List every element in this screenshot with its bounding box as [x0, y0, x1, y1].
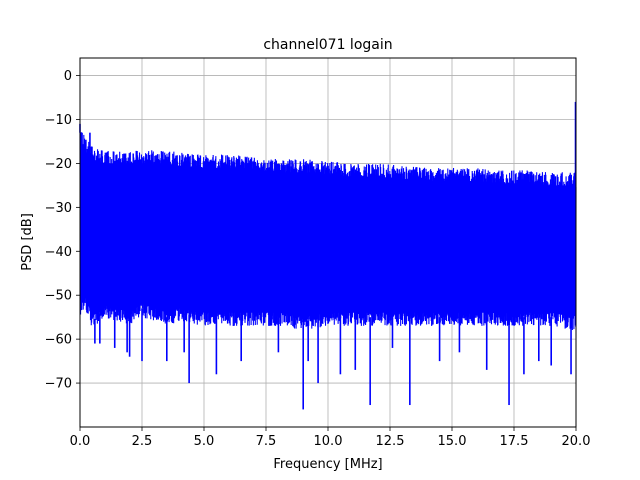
y-tick-label: −50 [45, 289, 72, 304]
y-tick-label: −60 [45, 333, 72, 348]
y-tick-label: 0 [64, 69, 72, 84]
x-tick-label: 17.5 [500, 434, 529, 449]
x-tick-label: 0.0 [70, 434, 91, 449]
x-tick-label: 15.0 [438, 434, 467, 449]
y-axis-label: PSD [dB] [20, 213, 35, 271]
y-tick-label: −30 [45, 201, 72, 216]
x-axis: 0.0 2.5 5.0 7.5 10.0 12.5 15.0 17.5 20.0 [70, 427, 591, 449]
y-tick-label: −10 [45, 113, 72, 128]
psd-trace-body [80, 137, 574, 318]
x-tick-label: 7.5 [256, 434, 277, 449]
x-tick-label: 10.0 [314, 434, 343, 449]
x-axis-label: Frequency [MHz] [273, 457, 382, 472]
chart-title: channel071 logain [263, 37, 392, 53]
y-tick-label: −20 [45, 157, 72, 172]
x-tick-label: 12.5 [376, 434, 405, 449]
y-tick-label: −70 [45, 377, 72, 392]
x-tick-label: 2.5 [132, 434, 153, 449]
y-tick-label: −40 [45, 245, 72, 260]
x-tick-label: 5.0 [194, 434, 215, 449]
x-tick-label: 20.0 [562, 434, 591, 449]
plot-area [79, 101, 577, 410]
y-axis: 0 −10 −20 −30 −40 −50 −60 −70 [45, 69, 80, 392]
